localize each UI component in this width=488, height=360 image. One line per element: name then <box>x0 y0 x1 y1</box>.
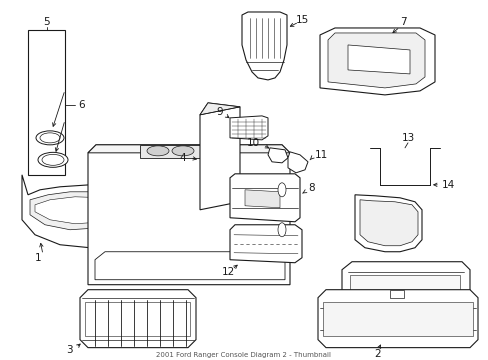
Ellipse shape <box>42 154 64 165</box>
Text: 13: 13 <box>401 133 414 143</box>
Polygon shape <box>244 190 280 208</box>
Text: 10: 10 <box>246 138 260 148</box>
Polygon shape <box>389 290 403 298</box>
Polygon shape <box>323 302 472 336</box>
Text: 11: 11 <box>314 150 327 160</box>
Text: 7: 7 <box>399 17 406 27</box>
Polygon shape <box>35 197 116 224</box>
Polygon shape <box>229 174 299 222</box>
Polygon shape <box>319 28 434 95</box>
Ellipse shape <box>36 131 64 145</box>
Polygon shape <box>229 116 267 140</box>
Polygon shape <box>359 200 417 246</box>
Polygon shape <box>140 145 200 158</box>
Ellipse shape <box>147 146 169 156</box>
Polygon shape <box>200 103 240 210</box>
Text: 8: 8 <box>307 183 314 193</box>
Ellipse shape <box>278 183 285 197</box>
Polygon shape <box>327 33 424 88</box>
Polygon shape <box>287 152 307 173</box>
Polygon shape <box>349 275 459 315</box>
Text: 5: 5 <box>43 17 50 27</box>
Ellipse shape <box>278 223 285 237</box>
Text: 1: 1 <box>35 253 41 263</box>
Polygon shape <box>200 103 240 115</box>
Text: 2001 Ford Ranger Console Diagram 2 - Thumbnail: 2001 Ford Ranger Console Diagram 2 - Thu… <box>156 352 331 357</box>
Polygon shape <box>341 262 469 328</box>
Text: 3: 3 <box>66 345 73 355</box>
Polygon shape <box>317 290 477 348</box>
Polygon shape <box>267 148 287 163</box>
Text: 6: 6 <box>79 100 85 110</box>
Polygon shape <box>88 145 289 153</box>
Polygon shape <box>242 12 286 80</box>
Polygon shape <box>354 195 421 252</box>
Text: 4: 4 <box>179 153 186 163</box>
Text: 12: 12 <box>221 267 234 277</box>
Text: 2: 2 <box>374 348 381 359</box>
Polygon shape <box>88 145 289 285</box>
Polygon shape <box>22 175 135 248</box>
Polygon shape <box>95 252 285 280</box>
Ellipse shape <box>172 146 194 156</box>
Polygon shape <box>28 30 65 175</box>
Text: 9: 9 <box>216 107 223 117</box>
Ellipse shape <box>38 152 68 167</box>
Polygon shape <box>347 45 409 74</box>
Polygon shape <box>80 290 196 348</box>
Polygon shape <box>30 192 122 230</box>
Text: 14: 14 <box>441 180 454 190</box>
Text: 15: 15 <box>295 15 308 25</box>
Polygon shape <box>229 225 302 263</box>
Ellipse shape <box>40 133 60 143</box>
